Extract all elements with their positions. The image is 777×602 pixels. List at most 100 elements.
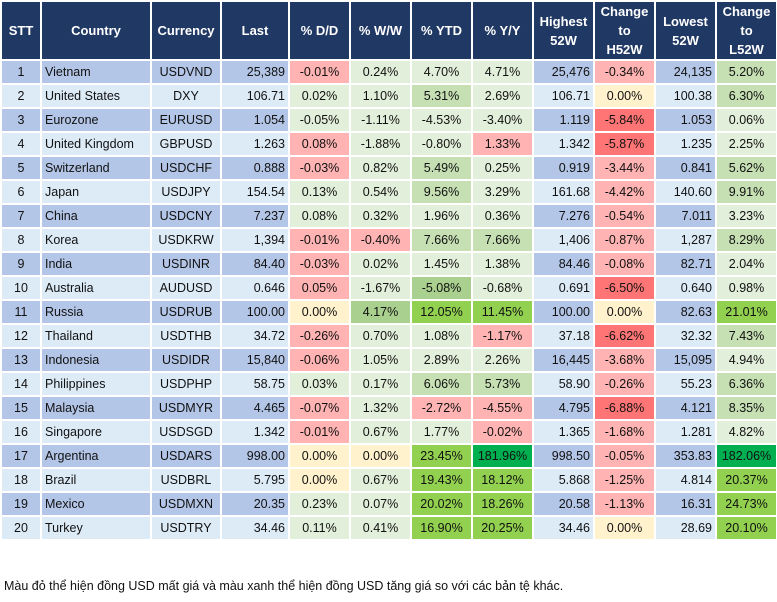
- cell-cl: 8.29%: [715, 227, 777, 253]
- cell-ww: 1.10%: [349, 83, 412, 109]
- cell-last: 34.72: [220, 323, 290, 349]
- table-row: 12 Thailand USDTHB 34.72 -0.26% 0.70% 1.08% -1.…: [0, 323, 777, 349]
- cell-low: 1.235: [654, 131, 717, 157]
- cell-high: 1.119: [532, 107, 595, 133]
- cell-cl: 8.35%: [715, 395, 777, 421]
- column-header-ww[interactable]: % W/W: [349, 0, 412, 61]
- cell-ch: -3.44%: [593, 155, 656, 181]
- cell-cl: 20.10%: [715, 515, 777, 541]
- table-row: 13 Indonesia USDIDR 15,840 -0.06% 1.05% 2.89% 2…: [0, 347, 777, 373]
- cell-low: 353.83: [654, 443, 717, 469]
- column-header-high[interactable]: Highest 52W: [532, 0, 595, 61]
- cell-currency: USDARS: [150, 443, 222, 469]
- cell-last: 998.00: [220, 443, 290, 469]
- cell-country: Philippines: [40, 371, 152, 397]
- cell-country: Thailand: [40, 323, 152, 349]
- cell-low: 28.69: [654, 515, 717, 541]
- cell-high: 4.795: [532, 395, 595, 421]
- cell-ytd: 1.77%: [410, 419, 473, 445]
- cell-last: 100.00: [220, 299, 290, 325]
- cell-stt: 9: [0, 251, 42, 277]
- cell-ch: -0.26%: [593, 371, 656, 397]
- cell-dd: 0.08%: [288, 203, 351, 229]
- cell-ch: -0.54%: [593, 203, 656, 229]
- column-header-stt[interactable]: STT: [0, 0, 42, 61]
- cell-ww: 0.67%: [349, 467, 412, 493]
- cell-ytd: 2.89%: [410, 347, 473, 373]
- cell-cl: 21.01%: [715, 299, 777, 325]
- cell-cl: 9.91%: [715, 179, 777, 205]
- cell-ww: -0.40%: [349, 227, 412, 253]
- cell-yy: 1.38%: [471, 251, 534, 277]
- cell-yy: 0.36%: [471, 203, 534, 229]
- cell-ww: 0.17%: [349, 371, 412, 397]
- cell-stt: 19: [0, 491, 42, 517]
- cell-dd: -0.07%: [288, 395, 351, 421]
- cell-last: 4.465: [220, 395, 290, 421]
- cell-country: Korea: [40, 227, 152, 253]
- cell-currency: USDTHB: [150, 323, 222, 349]
- column-header-ch[interactable]: Change to H52W: [593, 0, 656, 61]
- column-header-low[interactable]: Lowest 52W: [654, 0, 717, 61]
- table-row: 3 Eurozone EURUSD 1.054 -0.05% -1.11% -4.53% -3…: [0, 107, 777, 133]
- column-header-dd[interactable]: % D/D: [288, 0, 351, 61]
- cell-ww: 0.41%: [349, 515, 412, 541]
- column-header-last[interactable]: Last: [220, 0, 290, 61]
- column-header-yy[interactable]: % Y/Y: [471, 0, 534, 61]
- cell-cl: 24.73%: [715, 491, 777, 517]
- column-header-cl[interactable]: Change to L52W: [715, 0, 777, 61]
- cell-high: 100.00: [532, 299, 595, 325]
- currency-table: STT Country Currency Last% D/D% W/W% YTD% Y…: [0, 0, 777, 541]
- cell-yy: 3.29%: [471, 179, 534, 205]
- cell-yy: 1.33%: [471, 131, 534, 157]
- column-header-ytd[interactable]: % YTD: [410, 0, 473, 61]
- cell-yy: -4.55%: [471, 395, 534, 421]
- cell-high: 37.18: [532, 323, 595, 349]
- cell-country: Eurozone: [40, 107, 152, 133]
- cell-ch: -0.05%: [593, 443, 656, 469]
- cell-high: 84.46: [532, 251, 595, 277]
- column-header-currency[interactable]: Currency: [150, 0, 222, 61]
- cell-ytd: 5.31%: [410, 83, 473, 109]
- cell-country: Switzerland: [40, 155, 152, 181]
- table-row: 5 Switzerland USDCHF 0.888 -0.03% 0.82% 5.49% 0…: [0, 155, 777, 181]
- cell-low: 16.31: [654, 491, 717, 517]
- cell-ytd: 20.02%: [410, 491, 473, 517]
- cell-stt: 11: [0, 299, 42, 325]
- cell-dd: 0.11%: [288, 515, 351, 541]
- cell-cl: 6.30%: [715, 83, 777, 109]
- cell-dd: -0.26%: [288, 323, 351, 349]
- cell-ww: 0.00%: [349, 443, 412, 469]
- cell-yy: -1.17%: [471, 323, 534, 349]
- cell-dd: 0.02%: [288, 83, 351, 109]
- cell-low: 1.053: [654, 107, 717, 133]
- cell-ytd: 16.90%: [410, 515, 473, 541]
- column-header-country[interactable]: Country: [40, 0, 152, 61]
- cell-country: Indonesia: [40, 347, 152, 373]
- cell-yy: 18.26%: [471, 491, 534, 517]
- cell-currency: USDVND: [150, 59, 222, 85]
- cell-stt: 13: [0, 347, 42, 373]
- cell-stt: 10: [0, 275, 42, 301]
- cell-ch: -5.84%: [593, 107, 656, 133]
- cell-ch: -5.87%: [593, 131, 656, 157]
- cell-cl: 4.94%: [715, 347, 777, 373]
- cell-low: 55.23: [654, 371, 717, 397]
- cell-ch: -0.87%: [593, 227, 656, 253]
- cell-ch: 0.00%: [593, 515, 656, 541]
- cell-high: 1.342: [532, 131, 595, 157]
- cell-high: 34.46: [532, 515, 595, 541]
- cell-low: 82.71: [654, 251, 717, 277]
- table-row: 1 Vietnam USDVND 25,389 -0.01% 0.24% 4.70% 4.71…: [0, 59, 777, 85]
- cell-country: United States: [40, 83, 152, 109]
- table-row: 10 Australia AUDUSD 0.646 0.05% -1.67% -5.08% -…: [0, 275, 777, 301]
- cell-yy: 2.69%: [471, 83, 534, 109]
- table-row: 20 Turkey USDTRY 34.46 0.11% 0.41% 16.90% 20.25…: [0, 515, 777, 541]
- cell-currency: GBPUSD: [150, 131, 222, 157]
- cell-high: 1.365: [532, 419, 595, 445]
- cell-cl: 4.82%: [715, 419, 777, 445]
- cell-last: 1.342: [220, 419, 290, 445]
- cell-ytd: 1.45%: [410, 251, 473, 277]
- table-row: 18 Brazil USDBRL 5.795 0.00% 0.67% 19.43% 18.12…: [0, 467, 777, 493]
- cell-cl: 6.36%: [715, 371, 777, 397]
